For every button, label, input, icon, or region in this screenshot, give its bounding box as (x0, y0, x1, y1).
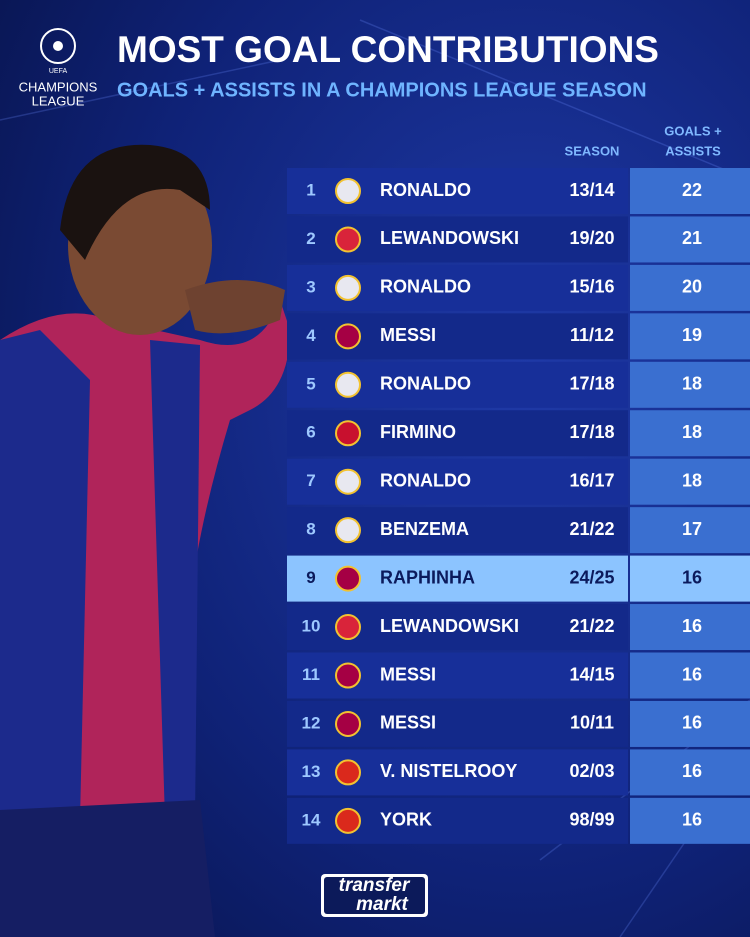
player-figure (0, 144, 290, 937)
rank: 14 (302, 810, 321, 829)
player: MESSI (380, 664, 436, 684)
rank: 13 (302, 762, 321, 781)
club-badge (335, 565, 361, 592)
player: BENZEMA (380, 519, 469, 539)
club-badge (335, 759, 361, 786)
title: MOST GOAL CONTRIBUTIONS (117, 29, 659, 70)
total: 16 (682, 664, 702, 684)
total-cell (630, 410, 750, 457)
player: RONALDO (380, 374, 471, 394)
club-badge (335, 662, 361, 689)
total: 16 (682, 616, 702, 636)
club-badge (335, 178, 361, 204)
logo-text: UEFA (49, 68, 68, 75)
total-cell (630, 313, 750, 360)
season: 13/14 (569, 180, 614, 200)
total-cell (630, 555, 750, 602)
total-cell (630, 216, 750, 263)
rank: 1 (306, 180, 315, 199)
logo-text: LEAGUE (32, 93, 85, 108)
total: 22 (682, 180, 702, 200)
total-cell (630, 749, 750, 796)
rank: 10 (302, 617, 321, 636)
total: 18 (682, 470, 702, 490)
total-cell (630, 507, 750, 554)
player: YORK (380, 810, 432, 830)
club-badge (335, 468, 361, 495)
brand-text: markt (356, 894, 408, 915)
club-badge (335, 807, 361, 834)
club-badge (335, 710, 361, 737)
season: 17/18 (569, 422, 614, 442)
brand-text: transfer (339, 875, 411, 896)
season: 24/25 (569, 567, 614, 587)
season: 19/20 (569, 228, 614, 248)
player: RONALDO (380, 180, 471, 200)
player: RONALDO (380, 277, 471, 297)
total-cell (630, 458, 750, 505)
season: 16/17 (569, 470, 614, 490)
rank: 12 (302, 713, 321, 732)
season: 15/16 (569, 277, 614, 297)
total: 16 (682, 810, 702, 830)
club-badge (335, 371, 361, 398)
total: 16 (682, 567, 702, 587)
total-cell (630, 264, 750, 311)
player: MESSI (380, 325, 436, 345)
column-header: ASSISTS (665, 143, 721, 158)
total: 16 (682, 761, 702, 781)
season: 14/15 (569, 664, 614, 684)
total-cell (630, 652, 750, 699)
total-cell (630, 797, 750, 844)
player: RAPHINHA (380, 567, 475, 587)
season: 98/99 (569, 810, 614, 830)
club-badge (335, 226, 361, 253)
player: LEWANDOWSKI (380, 228, 519, 248)
season: 21/22 (569, 519, 614, 539)
rank: 6 (306, 423, 315, 442)
total: 19 (682, 325, 702, 345)
total: 21 (682, 228, 702, 248)
season: 17/18 (569, 374, 614, 394)
rank: 5 (306, 374, 315, 393)
column-header: GOALS + (664, 123, 722, 138)
rank: 3 (306, 277, 315, 296)
total-cell (630, 168, 750, 214)
rank: 7 (306, 471, 315, 490)
season: 11/12 (570, 325, 614, 345)
rank: 2 (306, 229, 315, 248)
club-badge (335, 614, 361, 641)
club-badge (335, 517, 361, 544)
season: 02/03 (569, 761, 614, 781)
ucl-logo: UEFA CHAMPIONS LEAGUE (19, 28, 98, 108)
season: 21/22 (569, 616, 614, 636)
player: FIRMINO (380, 422, 456, 442)
player: V. NISTELROOY (380, 761, 517, 781)
total: 18 (682, 422, 702, 442)
club-badge (335, 420, 361, 447)
season: 10/11 (570, 713, 614, 733)
player: RONALDO (380, 470, 471, 490)
logo-text: CHAMPIONS (19, 79, 98, 94)
total: 18 (682, 374, 702, 394)
total: 20 (682, 277, 702, 297)
subtitle: GOALS + ASSISTS IN A CHAMPIONS LEAGUE SE… (117, 79, 647, 101)
player: LEWANDOWSKI (380, 616, 519, 636)
club-badge (335, 274, 361, 301)
rank: 8 (306, 520, 315, 539)
rank: 11 (302, 665, 320, 684)
brand-logo: transfer markt (321, 874, 428, 917)
player: MESSI (380, 713, 436, 733)
column-header: SEASON (565, 143, 620, 158)
club-badge (335, 323, 361, 350)
total-cell (630, 361, 750, 408)
total: 17 (682, 519, 702, 539)
total-cell (630, 700, 750, 747)
total-cell (630, 604, 750, 651)
rank: 9 (306, 568, 315, 587)
total: 16 (682, 713, 702, 733)
table: 1 RONALDO 13/14 222 LEWANDOWSKI 19/20 213 RONAL… (287, 168, 750, 844)
rank: 4 (306, 326, 316, 345)
